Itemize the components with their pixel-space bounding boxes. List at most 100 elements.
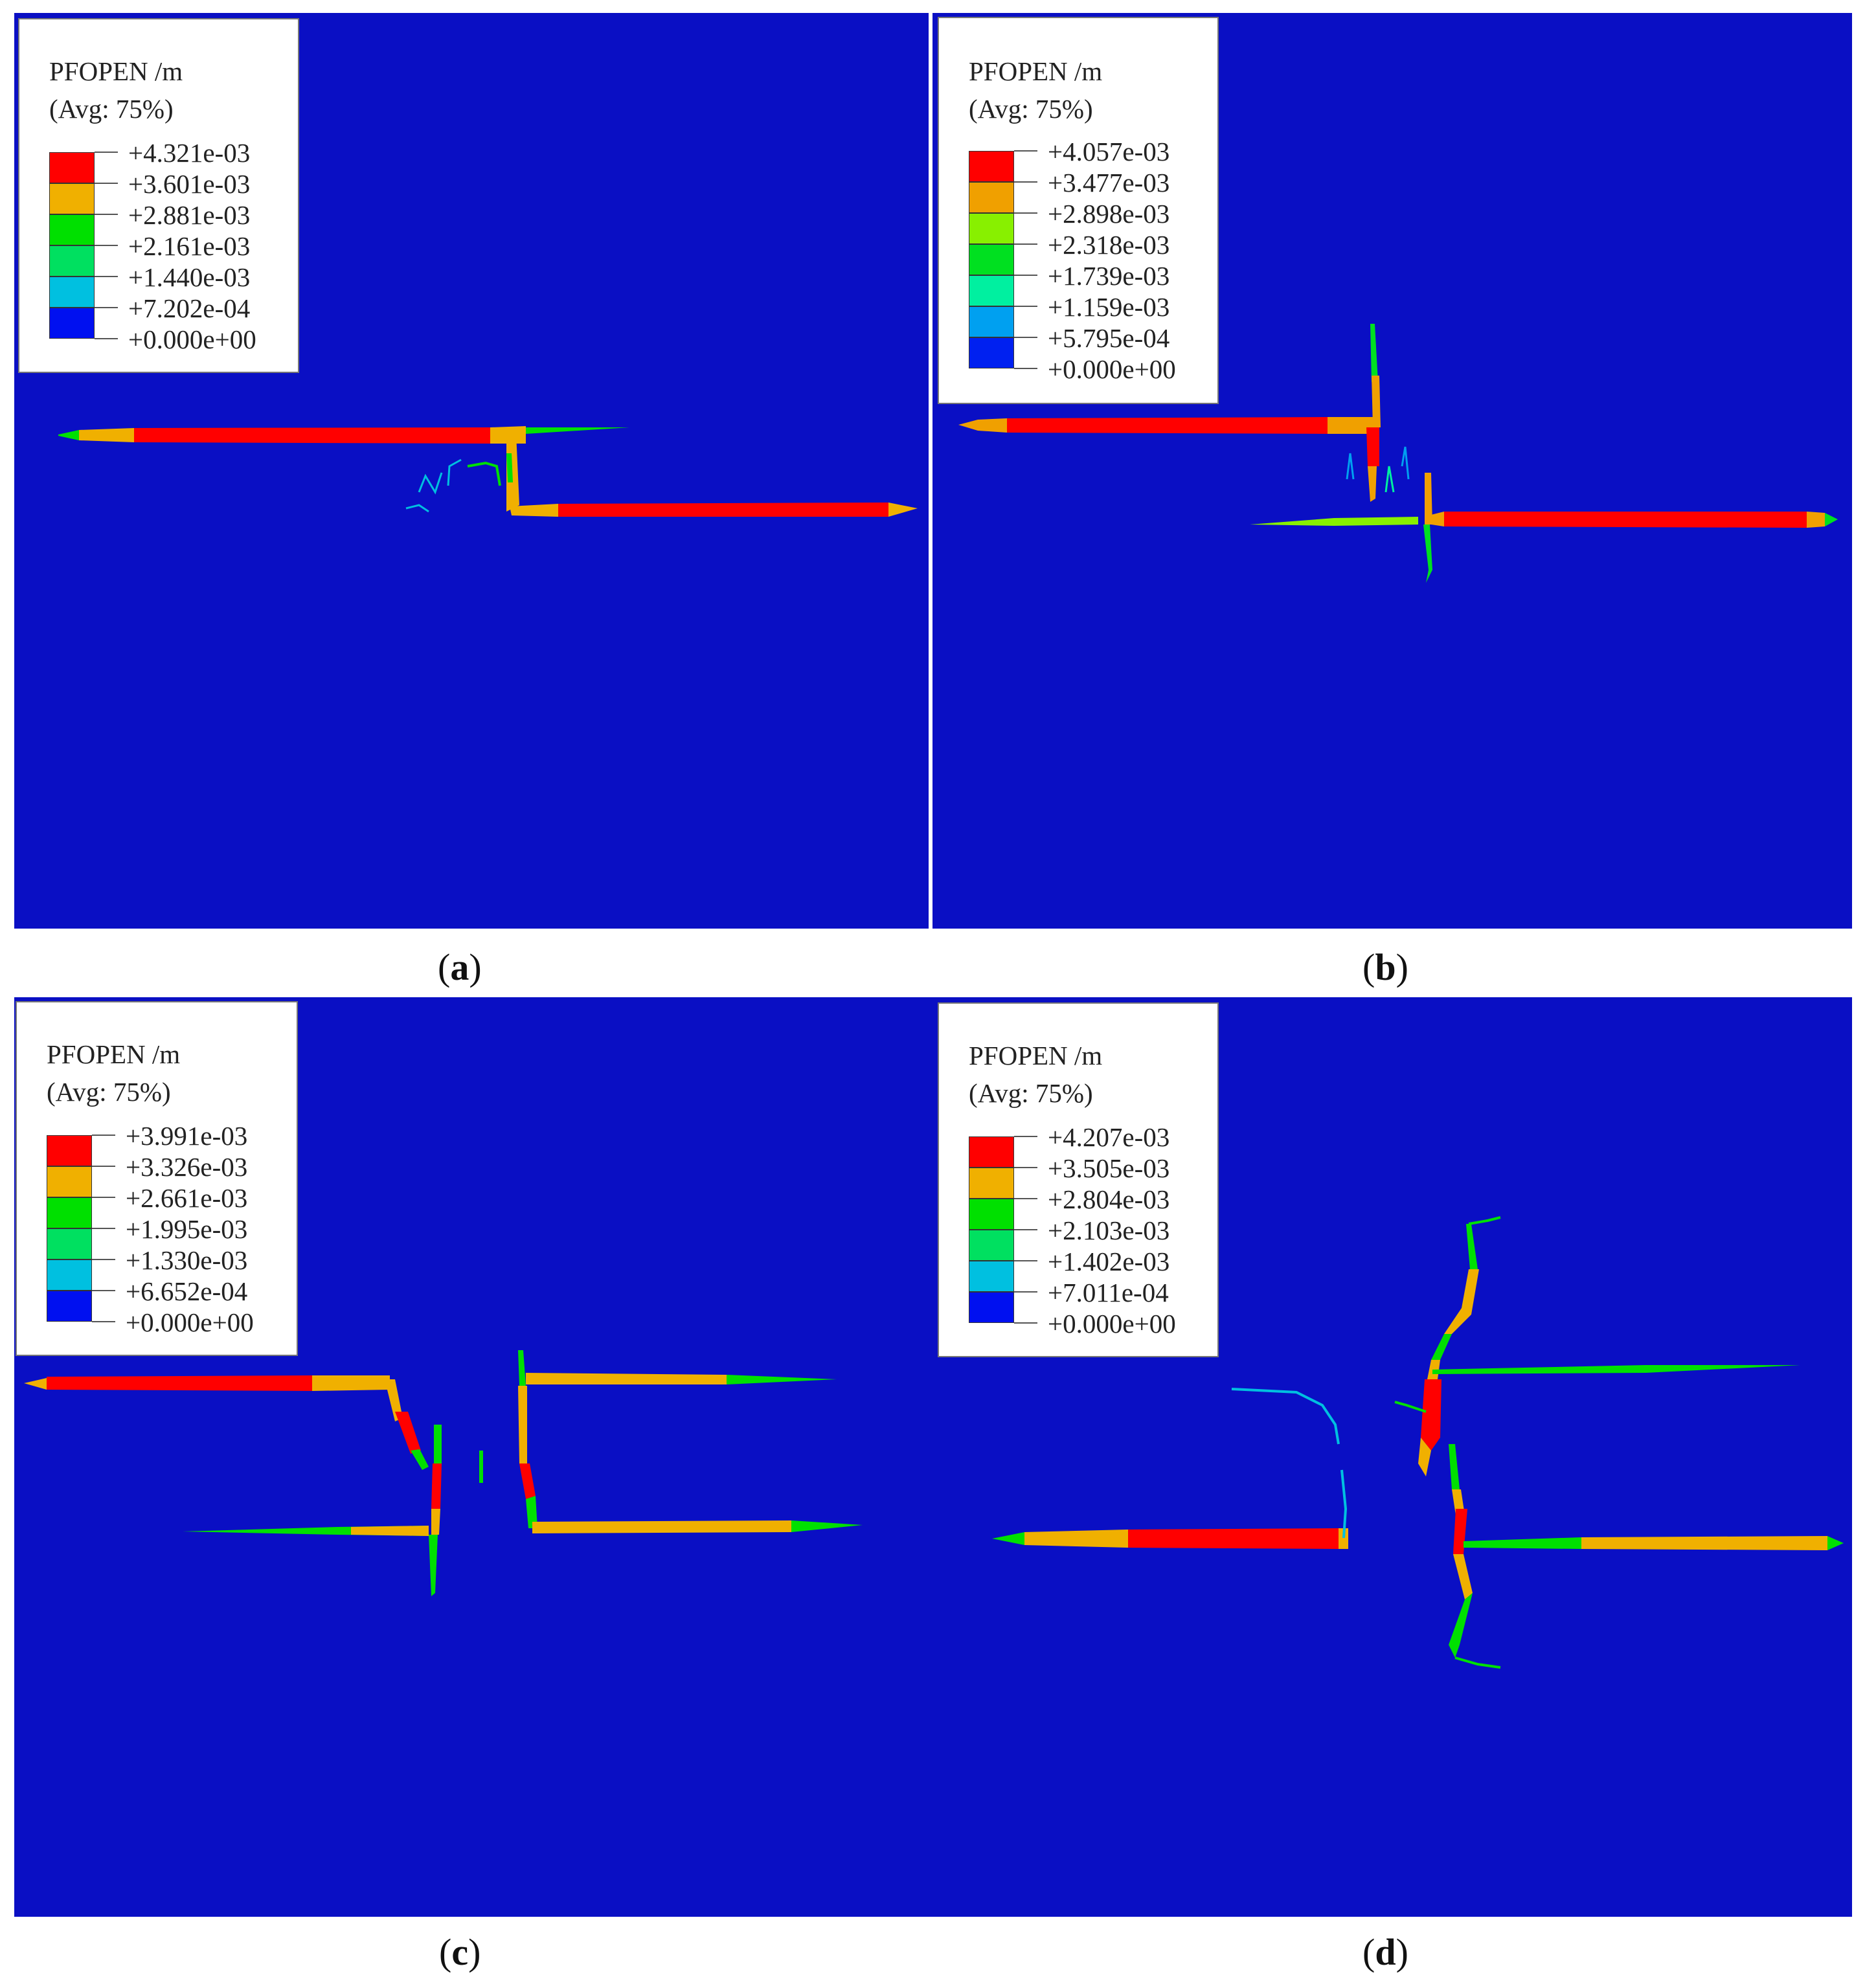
legend-tick <box>1014 212 1037 214</box>
legend-tick <box>95 183 118 184</box>
fracture-a-branch-1 <box>467 461 501 486</box>
legend-swatch-4 <box>47 1259 92 1291</box>
legend-a: PFOPEN /m (Avg: 75%) +4.321e-03 +3.601e-… <box>18 18 299 373</box>
fracture-c-upper-red <box>47 1375 312 1391</box>
legend-swatch-1 <box>969 182 1014 213</box>
legend-value: +3.991e-03 <box>126 1121 248 1151</box>
fracture-c-step-green <box>411 1449 429 1470</box>
fracture-d-left-rise <box>1340 1469 1348 1539</box>
legend-value: +2.804e-03 <box>1048 1184 1170 1214</box>
fracture-d-main-red <box>1421 1379 1441 1451</box>
legend-tick <box>1014 243 1037 245</box>
caption-d: (d) <box>1362 1931 1408 1973</box>
fracture-b-vert2-green <box>1423 525 1432 583</box>
legend-value: +1.440e-03 <box>128 262 251 292</box>
crack-plot-a <box>58 426 918 517</box>
legend-value: +1.330e-03 <box>126 1245 248 1275</box>
fracture-d-top-branch <box>1468 1216 1501 1225</box>
legend-swatch-0 <box>49 152 95 183</box>
fracture-a-upper-red <box>134 427 490 444</box>
legend-tick <box>1014 1167 1037 1168</box>
fracture-c-upper-orange <box>312 1375 390 1391</box>
fracture-b-vert-lower <box>1368 466 1377 502</box>
legend-swatch-3 <box>969 244 1014 275</box>
crack-plot-b <box>958 324 1838 583</box>
fracture-a-upper-orange <box>79 428 134 442</box>
legend-subtitle: (Avg: 75%) <box>969 94 1093 124</box>
fracture-d-main-top-green <box>1466 1224 1478 1269</box>
legend-tick <box>1014 1291 1037 1293</box>
fracture-c-upper-tip <box>24 1378 47 1390</box>
legend-swatch-2 <box>49 214 95 245</box>
fracture-d-main-lower <box>1418 1438 1431 1476</box>
legend-value: +3.477e-03 <box>1048 168 1170 198</box>
fracture-a-branch-2 <box>447 458 462 486</box>
legend-swatch-2 <box>969 213 1014 244</box>
fracture-a-lower-tip <box>888 503 918 517</box>
fracture-d-low-vert-orange2 <box>1453 1554 1473 1599</box>
fracture-d-left-orange <box>1024 1530 1128 1548</box>
caption-b: (b) <box>1362 946 1408 988</box>
legend-tick <box>92 1135 115 1136</box>
legend-value: +7.011e-04 <box>1048 1278 1169 1307</box>
legend-swatch-6 <box>969 337 1014 368</box>
fracture-c-right-vert-lower <box>526 1496 537 1528</box>
legend-title: PFOPEN /m <box>969 56 1103 86</box>
legend-value: +2.898e-03 <box>1048 199 1170 229</box>
legend-tick <box>1014 306 1037 307</box>
legend-value: +2.881e-03 <box>128 200 251 230</box>
legend-swatch-4 <box>969 1261 1014 1292</box>
legend-value: +3.505e-03 <box>1048 1153 1170 1183</box>
legend-subtitle: (Avg: 75%) <box>47 1077 171 1107</box>
fracture-b-vert-red <box>1366 427 1379 466</box>
legend-value: +6.652e-04 <box>126 1276 248 1306</box>
legend-d: PFOPEN /m (Avg: 75%) +4.207e-03 +3.505e-… <box>938 1002 1219 1357</box>
legend-tick <box>95 245 118 246</box>
fracture-a-step-green <box>506 453 513 482</box>
legend-swatch-0 <box>47 1135 92 1166</box>
fracture-c-right-vert-orange <box>518 1386 527 1463</box>
fracture-c-mid-tail <box>429 1535 438 1596</box>
fracture-c-center <box>479 1451 483 1483</box>
fracture-c-mid-orange <box>431 1509 440 1535</box>
legend-subtitle: (Avg: 75%) <box>969 1078 1093 1108</box>
legend-swatch-5 <box>969 306 1014 337</box>
caption-letter: b <box>1375 946 1396 988</box>
legend-tick <box>95 338 118 339</box>
fracture-b-vert-orange <box>1372 376 1381 427</box>
legend-value: +3.601e-03 <box>128 169 251 199</box>
fracture-b-lower-orange2 <box>1807 512 1825 528</box>
legend-tick <box>95 307 118 308</box>
legend-c: PFOPEN /m (Avg: 75%) +3.991e-03 +3.326e-… <box>16 1001 298 1356</box>
legend-b: PFOPEN /m (Avg: 75%) +4.057e-03 +3.477e-… <box>938 17 1219 404</box>
fracture-d-low-vert-green2 <box>1449 1593 1473 1658</box>
legend-value: +2.318e-03 <box>1048 230 1170 260</box>
legend-value: +7.202e-04 <box>128 293 251 323</box>
legend-swatch-5 <box>49 308 95 339</box>
legend-title: PFOPEN /m <box>49 56 183 86</box>
legend-tick <box>1014 181 1037 183</box>
legend-tick <box>1014 1260 1037 1261</box>
fracture-b-branch-1 <box>1346 453 1355 480</box>
fracture-b-lower-red <box>1444 512 1807 528</box>
fracture-c-right-upper-tip <box>727 1375 837 1384</box>
legend-tick <box>92 1321 115 1322</box>
caption-c: (c) <box>439 1931 481 1973</box>
fracture-d-left-orange2 <box>1339 1528 1348 1549</box>
legend-swatch-3 <box>49 245 95 277</box>
legend-swatch-2 <box>969 1199 1014 1230</box>
legend-value: +1.402e-03 <box>1048 1247 1170 1276</box>
legend-tick <box>1014 150 1037 152</box>
caption-a: (a) <box>438 946 482 988</box>
legend-swatch-1 <box>969 1168 1014 1199</box>
legend-tick <box>95 152 118 153</box>
fracture-c-mid-red <box>431 1463 442 1509</box>
fracture-a-branch-3 <box>418 472 443 495</box>
legend-value: +4.057e-03 <box>1048 137 1170 166</box>
caption-letter: a <box>450 946 469 988</box>
legend-title: PFOPEN /m <box>969 1041 1103 1070</box>
legend-tick <box>1014 1229 1037 1230</box>
fracture-c-lower-left-orange <box>351 1526 429 1536</box>
fracture-b-vert-green <box>1370 324 1378 382</box>
legend-tick <box>95 214 118 215</box>
